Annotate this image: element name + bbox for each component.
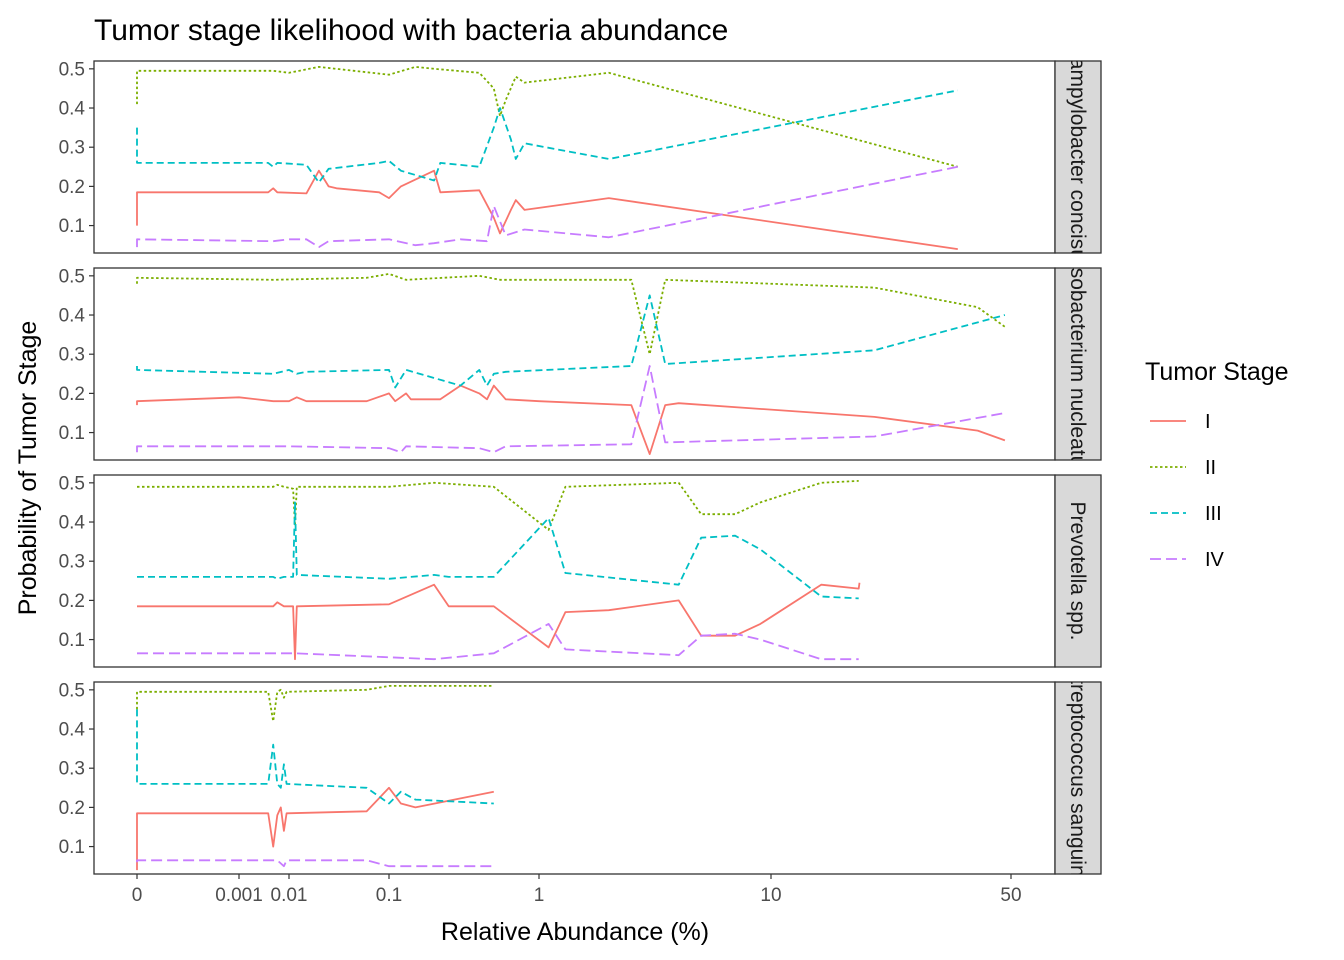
series-lines — [137, 480, 861, 661]
facet-panel: 0.1 0.2 0.3 0.4 0.5 Campylobacter concisus — [59, 43, 1102, 272]
series-line-stage-ii — [136, 685, 494, 723]
legend-label-stage-ii: II — [1205, 457, 1216, 479]
facet-strip — [1054, 681, 1102, 875]
chart-title: Tumor stage likelihood with bacteria abu… — [94, 14, 728, 47]
y-axis-title: Probability of Tumor Stage — [14, 321, 42, 616]
series-line-stage-iv — [136, 859, 494, 868]
legend-label-stage-i: I — [1205, 411, 1211, 433]
y-tick-label: 0.4 — [59, 99, 86, 120]
legend-label-stage-iv: IV — [1205, 549, 1225, 571]
series-line-stage-ii — [137, 480, 859, 531]
y-tick-label: 0.5 — [59, 473, 85, 494]
panel-background — [94, 61, 1055, 253]
x-axis-title: Relative Abundance (%) — [441, 918, 709, 946]
x-tick-label: 1 — [534, 885, 545, 906]
series-line-stage-i — [137, 582, 861, 661]
panel-background — [94, 268, 1055, 460]
y-tick-label: 0.3 — [59, 138, 85, 159]
y-tick-label: 0.4 — [59, 306, 86, 327]
series-lines — [136, 273, 1006, 455]
series-line-stage-iii — [137, 501, 859, 600]
y-tick-label: 0.1 — [59, 630, 85, 651]
series-line-stage-i — [136, 384, 1006, 455]
y-tick-label: 0.1 — [59, 837, 85, 858]
x-tick-label: 0.01 — [271, 885, 308, 906]
y-tick-label: 0.5 — [59, 59, 85, 80]
y-tick-label: 0.3 — [59, 552, 85, 573]
facet-strip — [1054, 60, 1102, 254]
series-lines — [136, 685, 494, 871]
y-tick-label: 0.2 — [59, 798, 85, 819]
series-line-stage-iii — [136, 709, 494, 805]
legend-title: Tumor Stage — [1145, 358, 1289, 386]
facet-panel: 0.1 0.2 0.3 0.4 0.5 Prevotella spp. — [59, 473, 1102, 668]
facet-panels: 0.10.20.30.40.5 Campylobacter concisus0.1… — [59, 43, 1102, 892]
facet-strip-label: Prevotella spp. — [1066, 502, 1089, 641]
y-tick-label: 0.3 — [59, 759, 85, 780]
y-tick-label: 0.1 — [59, 423, 85, 444]
series-line-stage-i — [136, 786, 494, 871]
y-tick-label: 0.4 — [59, 513, 86, 534]
x-tick-label: 10 — [760, 885, 781, 906]
series-line-stage-iii — [136, 294, 1006, 389]
panel-background — [94, 475, 1055, 667]
series-lines — [136, 66, 959, 250]
y-tick-label: 0.1 — [59, 216, 85, 237]
panel-background — [94, 682, 1055, 874]
x-tick-label: 50 — [1000, 885, 1021, 906]
x-tick-label: 0.001 — [215, 885, 263, 906]
x-tick-label: 0 — [132, 885, 143, 906]
y-tick-label: 0.2 — [59, 177, 85, 198]
facet-strip-label: Campylobacter concisus — [1066, 43, 1089, 272]
series-line-stage-i — [136, 169, 958, 250]
series-line-stage-iv — [136, 165, 958, 248]
facet-strip-label: Fusobacterium nucleatum — [1066, 243, 1089, 485]
y-tick-label: 0.2 — [59, 591, 85, 612]
series-line-stage-ii — [136, 273, 1006, 356]
x-tick-label: 0.1 — [376, 885, 402, 906]
facet-strip — [1054, 474, 1102, 668]
facet-strip-label: Streptococcus sanguinis — [1066, 664, 1089, 892]
y-tick-label: 0.5 — [59, 266, 85, 287]
series-line-stage-ii — [136, 66, 959, 168]
x-axis: 0 0.001 0.01 0.1 1 10 50 — [132, 874, 1022, 906]
facet-strip — [1054, 267, 1102, 461]
y-tick-label: 0.4 — [59, 720, 86, 741]
y-tick-label: 0.3 — [59, 345, 85, 366]
y-tick-label: 0.2 — [59, 384, 85, 405]
facet-panel: 0.1 0.2 0.3 0.4 0.5 Fusobacterium nucleatum — [59, 243, 1102, 485]
series-line-stage-iv — [137, 623, 859, 661]
facet-panel: 0.1 0.2 0.3 0.4 0.5 Streptococcus sanguinis — [59, 664, 1102, 892]
series-line-stage-iii — [136, 89, 958, 184]
series-line-stage-iv — [136, 365, 1006, 454]
y-tick-label: 0.5 — [59, 680, 85, 701]
legend-label-stage-iii: III — [1205, 503, 1222, 525]
